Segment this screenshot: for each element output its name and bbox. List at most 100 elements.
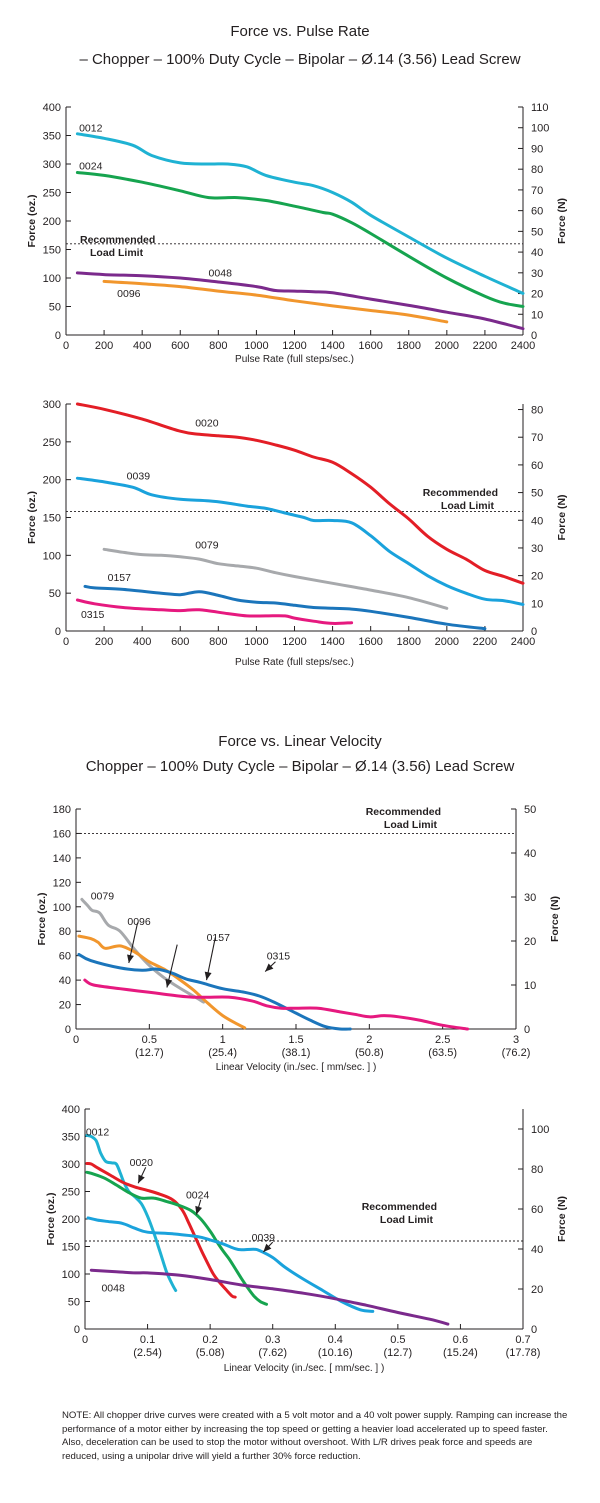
series-label-0079: 0079 <box>91 890 115 902</box>
y2-tick-label: 20 <box>524 936 536 948</box>
y-axis-title: Force (oz.) <box>45 1192 57 1245</box>
series-line-0039 <box>86 1216 375 1313</box>
y-tick-label: 300 <box>43 159 61 171</box>
x-tick-label: 2 <box>366 1034 372 1046</box>
y-tick-label: 100 <box>43 550 61 562</box>
x-tick-label: 1800 <box>397 636 421 648</box>
x-axis-title: Pulse Rate (full steps/sec.) <box>235 354 354 365</box>
y-tick-label: 200 <box>43 216 61 228</box>
series-line-0157 <box>77 952 352 1031</box>
section1-title: Force vs. Pulse Rate <box>230 23 370 40</box>
x-tick-label: 1000 <box>244 636 268 648</box>
series-label-0048: 0048 <box>101 1283 125 1295</box>
series-label-0024: 0024 <box>79 161 103 173</box>
y2-tick-label: 60 <box>531 460 543 472</box>
series-label-0039: 0039 <box>127 471 151 483</box>
y2-tick-label: 40 <box>531 1244 543 1256</box>
y2-tick-label: 60 <box>531 1204 543 1216</box>
series-label-0039: 0039 <box>252 1232 276 1244</box>
series-label-0079: 0079 <box>195 540 219 552</box>
y2-tick-label: 0 <box>531 1324 537 1336</box>
y2-tick-label: 10 <box>524 980 536 992</box>
y-axis-title: Force (oz.) <box>36 892 48 945</box>
section2-subtitle: Chopper – 100% Duty Cycle – Bipolar – Ø.… <box>85 758 515 775</box>
x-tick-sublabel: (10.16) <box>318 1347 353 1359</box>
y2-tick-label: 80 <box>531 164 543 176</box>
series-line-0048 <box>89 1268 450 1326</box>
load-limit-label-line1: Recommended <box>80 234 155 246</box>
load-limit-label-line1: Recommended <box>362 1201 437 1213</box>
y-tick-label: 250 <box>43 437 61 449</box>
y2-tick-label: 10 <box>531 309 543 321</box>
y-tick-label: 80 <box>59 926 71 938</box>
y2-tick-label: 40 <box>531 247 543 259</box>
series-line-0012 <box>85 1133 178 1292</box>
load-limit-label-line2: Load Limit <box>380 1214 434 1226</box>
callout-arrow-head <box>195 1205 202 1215</box>
series-line-0315 <box>83 978 470 1031</box>
y2-tick-label: 20 <box>531 571 543 583</box>
x-tick-label: 200 <box>95 340 113 352</box>
callout-arrow-head <box>265 963 274 972</box>
x-tick-sublabel: (12.7) <box>383 1347 412 1359</box>
series-label-0012: 0012 <box>86 1126 110 1138</box>
y-tick-label: 60 <box>59 951 71 963</box>
x-tick-label: 2.5 <box>435 1034 450 1046</box>
y-tick-label: 180 <box>53 804 71 816</box>
x-tick-sublabel: (12.7) <box>135 1047 164 1059</box>
x-tick-label: 800 <box>209 340 227 352</box>
load-limit-label-line2: Load Limit <box>441 500 495 512</box>
y2-tick-label: 100 <box>531 1124 549 1136</box>
y2-axis-title: Force (N) <box>556 494 568 540</box>
x-tick-label: 1200 <box>282 340 306 352</box>
x-tick-sublabel: (63.5) <box>428 1047 457 1059</box>
series-label-0315: 0315 <box>81 609 105 621</box>
y-tick-label: 100 <box>62 1269 80 1281</box>
chart-force-vs-pulse-rate-1: 0 50 100 150 200 250 300 350 400 0 10 20 30 40 50 60 70 8… <box>26 102 568 365</box>
callout-arrow-head <box>127 954 134 963</box>
y2-tick-label: 30 <box>531 268 543 280</box>
x-axis-title: Pulse Rate (full steps/sec.) <box>235 657 354 668</box>
series-label-0157: 0157 <box>108 572 132 584</box>
y-tick-label: 120 <box>53 877 71 889</box>
y2-tick-label: 20 <box>531 289 543 301</box>
y2-tick-label: 50 <box>531 488 543 500</box>
series-line-0096 <box>102 279 449 324</box>
y-tick-label: 20 <box>59 1000 71 1012</box>
x-tick-label: 2000 <box>435 340 459 352</box>
y-tick-label: 200 <box>43 475 61 487</box>
x-tick-label: 3 <box>513 1034 519 1046</box>
x-tick-label: 1200 <box>282 636 306 648</box>
series-label-0096: 0096 <box>117 288 141 300</box>
x-tick-label: 1 <box>220 1034 226 1046</box>
y2-axis-title: Force (N) <box>556 1196 568 1242</box>
x-tick-label: 1.5 <box>288 1034 303 1046</box>
x-tick-label: 800 <box>209 636 227 648</box>
y2-tick-label: 50 <box>524 804 536 816</box>
x-tick-sublabel: (38.1) <box>282 1047 311 1059</box>
x-tick-label: 400 <box>133 340 151 352</box>
x-tick-sublabel: (2.54) <box>133 1347 162 1359</box>
x-tick-label: 2200 <box>473 636 497 648</box>
y2-tick-label: 50 <box>531 226 543 238</box>
series-line-0039 <box>75 476 525 606</box>
series-line-0079 <box>80 897 206 1004</box>
chart-force-vs-velocity-2: 0 50 100 150 200 250 300 350 400 0 20 40 60 80 100 0 0.1… <box>45 1104 568 1374</box>
x-tick-label: 0.1 <box>140 1334 155 1346</box>
callout-arrow-head <box>138 1174 145 1184</box>
x-tick-label: 600 <box>171 636 189 648</box>
y2-tick-label: 70 <box>531 432 543 444</box>
y2-tick-label: 110 <box>531 102 549 114</box>
series-label-0157: 0157 <box>207 932 231 944</box>
x-tick-label: 1800 <box>397 340 421 352</box>
x-tick-sublabel: (15.24) <box>443 1347 478 1359</box>
x-axis-title: Linear Velocity (in./sec. [ mm/sec. ] ) <box>216 1062 377 1073</box>
series-label-0012: 0012 <box>79 123 103 135</box>
y-tick-label: 50 <box>68 1297 80 1309</box>
y2-tick-label: 80 <box>531 1164 543 1176</box>
x-tick-sublabel: (17.78) <box>506 1347 541 1359</box>
y2-axis-title: Force (N) <box>556 198 568 244</box>
x-tick-sublabel: (76.2) <box>502 1047 531 1059</box>
x-tick-label: 0.3 <box>265 1334 280 1346</box>
